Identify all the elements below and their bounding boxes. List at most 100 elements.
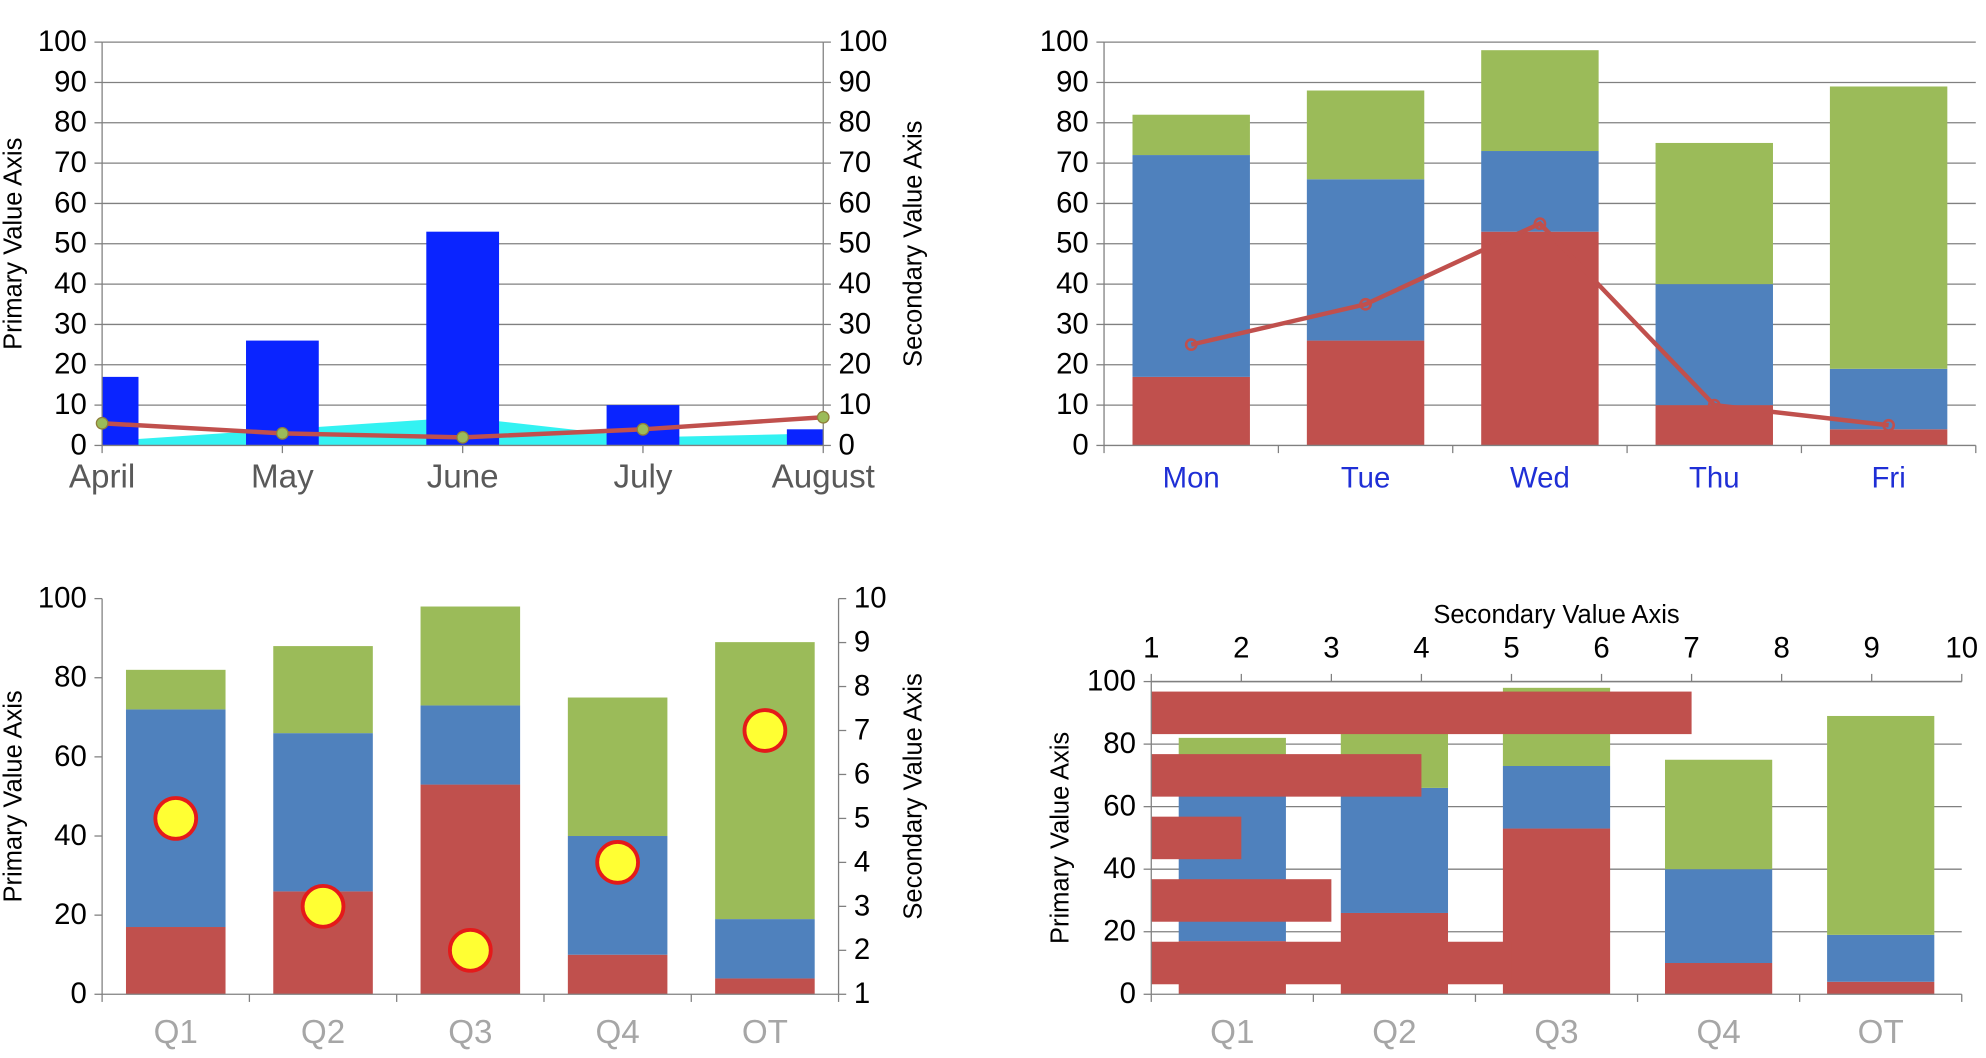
c2-bar-segment [1829, 86, 1948, 369]
c3-bar-segment [420, 705, 521, 785]
c4-hbar [1151, 941, 1512, 985]
c1-y2-tick-label: 0 [839, 428, 855, 461]
c1-x-tick-label: April [69, 459, 135, 496]
c2-y-tick-label: 10 [1056, 388, 1089, 421]
c1-y-tick-label: 40 [54, 267, 87, 300]
c3-x-tick-label: OT [742, 1014, 788, 1051]
c2-bar-segment [1306, 90, 1425, 180]
c1-y2-tick-label: 90 [839, 65, 872, 98]
c3-y2-tick-label: 6 [854, 757, 870, 790]
c2-y-tick-label: 60 [1056, 186, 1089, 219]
c1-y-tick-label: 50 [54, 227, 87, 260]
c1-line-point [456, 430, 470, 444]
c1-x-tick-label: August [772, 459, 875, 496]
c1-y-tick-label: 0 [70, 428, 86, 461]
c4-bar-segment [1340, 787, 1449, 913]
c2-line-series [1190, 220, 1889, 428]
c1-y2-tick-label: 50 [839, 227, 872, 260]
c4-bar-segment [1827, 715, 1935, 935]
c4-x-tick-label: Q4 [1696, 1014, 1740, 1051]
c1-bar [102, 376, 139, 446]
c4-bar-segment [1502, 766, 1611, 829]
c1-y2-tick-label: 10 [839, 388, 872, 421]
c3-y2-tick-label: 5 [854, 801, 870, 834]
c3-y-tick-label: 0 [70, 977, 86, 1010]
c1-y2-tick-label: 20 [839, 348, 872, 381]
c4-x-tick-label: OT [1858, 1014, 1904, 1051]
c2-line-point [1707, 398, 1721, 412]
c1-line-point [816, 410, 830, 424]
c3-y2-tick-label: 4 [854, 845, 870, 878]
c3-y-tick-label: 40 [54, 819, 87, 852]
c4-x2-tick-label: 9 [1864, 631, 1880, 664]
c3-bar-segment [125, 927, 226, 995]
c3-scatter-point [447, 927, 493, 973]
c2-x-tick-label: Tue [1341, 462, 1390, 495]
c4-y-tick-label: 60 [1103, 790, 1136, 823]
c4-bar-segment [1664, 869, 1773, 964]
c3-scatter-point [300, 884, 346, 929]
c1-y-tick-label: 70 [54, 146, 87, 179]
c1-y2-tick-label: 100 [839, 25, 888, 58]
c3-y2-axis-title: Secondary Value Axis [900, 673, 928, 919]
c2-y-tick-label: 30 [1056, 307, 1089, 340]
c3-bar-segment [715, 919, 815, 979]
c2-y-tick-label: 70 [1056, 146, 1089, 179]
c4-bar-segment [1827, 981, 1935, 995]
c3-x-tick-label: Q4 [595, 1014, 639, 1051]
c3-scatter-point [595, 840, 640, 885]
c3-y2-tick-label: 8 [854, 669, 870, 702]
c4-bar-segment [1664, 963, 1773, 995]
c2-y-tick-label: 80 [1056, 106, 1089, 139]
c3-y-tick-label: 80 [54, 661, 87, 694]
c4-bar-segment [1827, 934, 1935, 982]
c4-x2-tick-label: 10 [1945, 631, 1978, 664]
c3-bar-segment [567, 954, 668, 995]
c1-y-tick-label: 20 [54, 348, 87, 381]
c3-bar-segment [567, 697, 668, 837]
c4-x2-tick-label: 3 [1323, 631, 1339, 664]
c1-y-tick-label: 10 [54, 388, 87, 421]
c2-y-tick-label: 0 [1072, 428, 1088, 461]
c4-hbar [1151, 754, 1422, 797]
c4-hbar [1151, 879, 1332, 922]
c1-x-tick-label: July [613, 459, 672, 496]
c3-y2-tick-label: 10 [854, 582, 887, 615]
c1-y-axis-title: Primary Value Axis [0, 138, 28, 350]
c3-bar-segment [420, 606, 521, 706]
c2-bar-segment [1306, 340, 1425, 446]
c1-y2-tick-label: 30 [839, 307, 872, 340]
c1-y-tick-label: 60 [54, 186, 87, 219]
c1-y-tick-label: 30 [54, 307, 87, 340]
c4-x-tick-label: Q2 [1372, 1014, 1416, 1051]
c2-line-point [1533, 217, 1547, 230]
c4-x2-tick-label: 8 [1773, 631, 1789, 664]
chart-root: 0102030405060708090100010203040506070809… [0, 25, 1978, 1051]
c3-x-tick-label: Q3 [448, 1014, 492, 1051]
c1-y2-axis-title: Secondary Value Axis [900, 121, 928, 367]
c4-x-tick-label: Q1 [1210, 1014, 1254, 1051]
c2-y-tick-label: 40 [1056, 267, 1089, 300]
c2-bar-segment [1829, 429, 1948, 446]
c2-bar-segment [1132, 376, 1250, 446]
c4-x-tick-label: Q3 [1534, 1014, 1578, 1051]
c2-line-point [1184, 338, 1198, 351]
c3-y-tick-label: 100 [38, 582, 87, 615]
c4-y-tick-label: 20 [1103, 915, 1136, 948]
c4-y-tick-label: 0 [1120, 977, 1136, 1010]
c1-x-tick-label: May [251, 459, 314, 496]
c3-scatter-point [742, 708, 788, 753]
c3-bar-segment [715, 978, 815, 995]
c1-y-tick-label: 80 [54, 106, 87, 139]
c2-y-tick-label: 90 [1056, 65, 1089, 98]
c2-x-tick-label: Mon [1163, 462, 1220, 495]
c3-y2-tick-label: 1 [854, 977, 870, 1010]
c3-bar-segment [273, 733, 373, 892]
c2-y-tick-label: 20 [1056, 348, 1089, 381]
c4-x2-tick-label: 5 [1503, 631, 1519, 664]
c3-scatter-point [153, 796, 199, 841]
c2-line-point [1359, 297, 1372, 311]
c2-x-tick-label: Wed [1510, 462, 1570, 495]
